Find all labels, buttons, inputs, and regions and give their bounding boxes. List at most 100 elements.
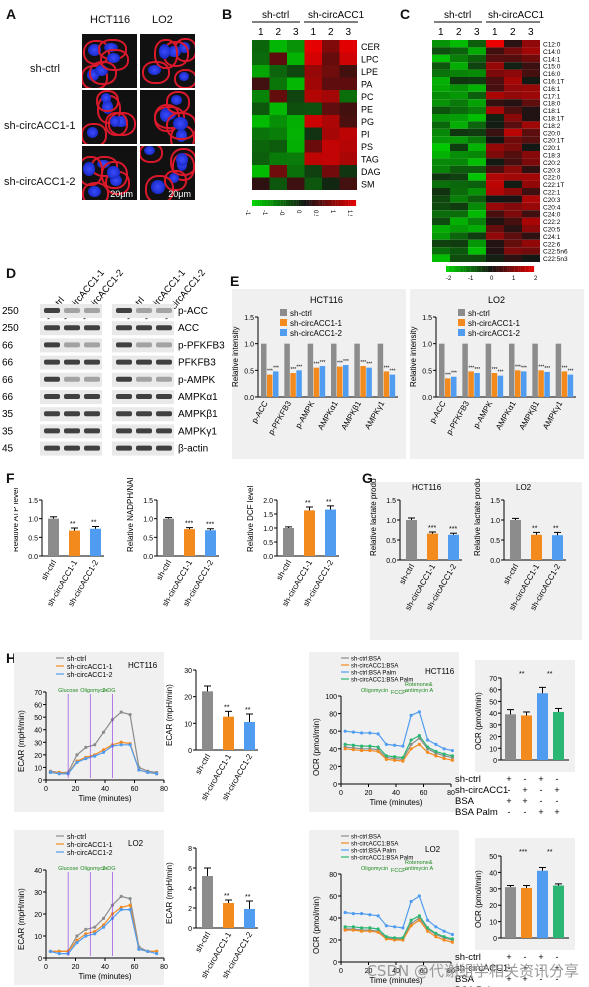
heatmap-cell [432, 121, 450, 129]
heatmap-row-label: PE [361, 105, 373, 115]
panel-label-d: D [6, 265, 17, 281]
heatmap-cell [450, 106, 468, 114]
x-tick-label: 40 [392, 968, 400, 975]
bar [485, 343, 492, 397]
heatmap-cell [432, 202, 450, 211]
colorbar-segment [505, 266, 508, 272]
protein-band [136, 445, 152, 451]
heatmap-cell [486, 91, 504, 100]
heatmap-cell [322, 52, 340, 65]
data-point [128, 903, 132, 907]
nucleus-stain [109, 115, 120, 127]
chart-title: LO2 [128, 839, 144, 848]
data-point [393, 755, 397, 759]
data-point [137, 768, 141, 772]
data-point [434, 925, 438, 929]
data-point [450, 940, 454, 944]
y-tick-label: 60 [329, 894, 337, 901]
data-point [93, 932, 97, 936]
significance-mark: *** [538, 364, 544, 370]
colorbar-segment [291, 200, 294, 206]
heatmap-cell [450, 188, 468, 196]
legend-label: sh-circACC1:BSA [351, 664, 398, 670]
y-tick-label: 70 [489, 676, 497, 683]
colorbar-segment [278, 200, 281, 206]
data-point [426, 745, 430, 749]
heatmap-cell [486, 180, 504, 188]
heatmap-cell [450, 143, 468, 151]
data-point [401, 936, 405, 940]
data-point [75, 760, 79, 764]
colorbar-segment [270, 200, 273, 206]
data-point [384, 754, 388, 758]
heatmap-cell [450, 158, 468, 166]
data-point [434, 931, 438, 935]
legend-label: sh-circACC1-1 [67, 664, 113, 671]
chart-title: HCT116 [310, 295, 343, 305]
heatmap-cell [468, 232, 486, 240]
condition-label: BSA [455, 796, 475, 807]
data-point [376, 732, 380, 736]
colorbar-segment [525, 266, 528, 272]
significance-mark: *** [544, 366, 550, 372]
heatmap-cell [504, 128, 522, 137]
heatmap-cell [339, 127, 357, 140]
data-point [376, 749, 380, 754]
protein-label: PFKFB3 [178, 358, 216, 369]
heatmap-cell [304, 65, 322, 78]
heatmap-cell [304, 77, 322, 90]
y-tick-label: 1.5 [386, 498, 396, 505]
y-tick-label: 0 [493, 758, 497, 765]
heatmap-cell [432, 77, 450, 85]
bar [532, 343, 538, 397]
significance-mark: *** [343, 359, 349, 365]
heatmap-cell [287, 152, 305, 165]
data-point [434, 749, 438, 754]
data-point [376, 930, 380, 934]
data-point [343, 747, 347, 751]
y-tick-label: 0.5 [143, 535, 153, 542]
molecular-weight-label: 250 [2, 306, 19, 317]
colorbar-segment [296, 200, 299, 206]
colorbar-segment [518, 266, 521, 272]
data-point [434, 935, 438, 939]
condition-mark: - [540, 974, 543, 984]
heatmap-cell [450, 91, 468, 100]
heatmap-cell [468, 173, 486, 181]
data-point [417, 918, 421, 922]
panel-label-e: E [230, 273, 240, 289]
colorbar-segment [254, 200, 258, 206]
nucleus-stain [88, 44, 101, 56]
nucleus-stain [107, 165, 120, 180]
data-point [343, 742, 347, 746]
heatmap-cell [468, 180, 486, 188]
protein-band [156, 428, 172, 434]
colorbar-tick: 0 [490, 276, 494, 282]
heatmap-cell [339, 52, 357, 65]
x-tick-label: 0 [44, 964, 48, 971]
colorbar-segment [332, 200, 336, 206]
condition-mark: - [556, 974, 559, 984]
heatmap-cell [468, 91, 486, 100]
heatmap-cell [304, 52, 322, 65]
legend-label: sh-circACC1-1 [67, 842, 113, 849]
heatmap-cell [486, 225, 504, 233]
y-tick-label: 0.0 [244, 395, 254, 402]
condition-mark: + [522, 974, 527, 984]
bar [267, 374, 273, 397]
significance-mark: ** [547, 671, 553, 678]
heatmap-cell [432, 99, 450, 107]
heatmap-cell [522, 84, 540, 92]
legend-swatch [458, 329, 465, 336]
heatmap-cell [522, 91, 540, 100]
heatmap-cell [339, 40, 357, 53]
y-tick-label: 0.5 [422, 368, 432, 375]
colorbar-segment [335, 200, 338, 206]
legend-label: sh-ctrl:BSA [351, 657, 381, 663]
protein-band [116, 445, 132, 451]
colorbar-tick: -2 [446, 276, 452, 282]
heatmap-cell [304, 152, 322, 165]
colorbar-segment [345, 200, 349, 206]
